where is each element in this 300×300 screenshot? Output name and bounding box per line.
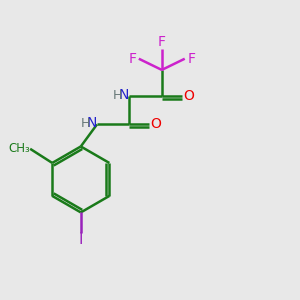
Text: F: F: [128, 52, 136, 66]
Text: O: O: [151, 117, 161, 131]
Text: N: N: [86, 116, 97, 130]
Text: I: I: [79, 232, 83, 247]
Text: N: N: [119, 88, 129, 102]
Text: F: F: [187, 52, 195, 66]
Text: F: F: [158, 35, 166, 49]
Text: CH₃: CH₃: [8, 142, 30, 155]
Text: O: O: [183, 89, 194, 103]
Text: H: H: [113, 89, 122, 102]
Text: H: H: [80, 117, 90, 130]
